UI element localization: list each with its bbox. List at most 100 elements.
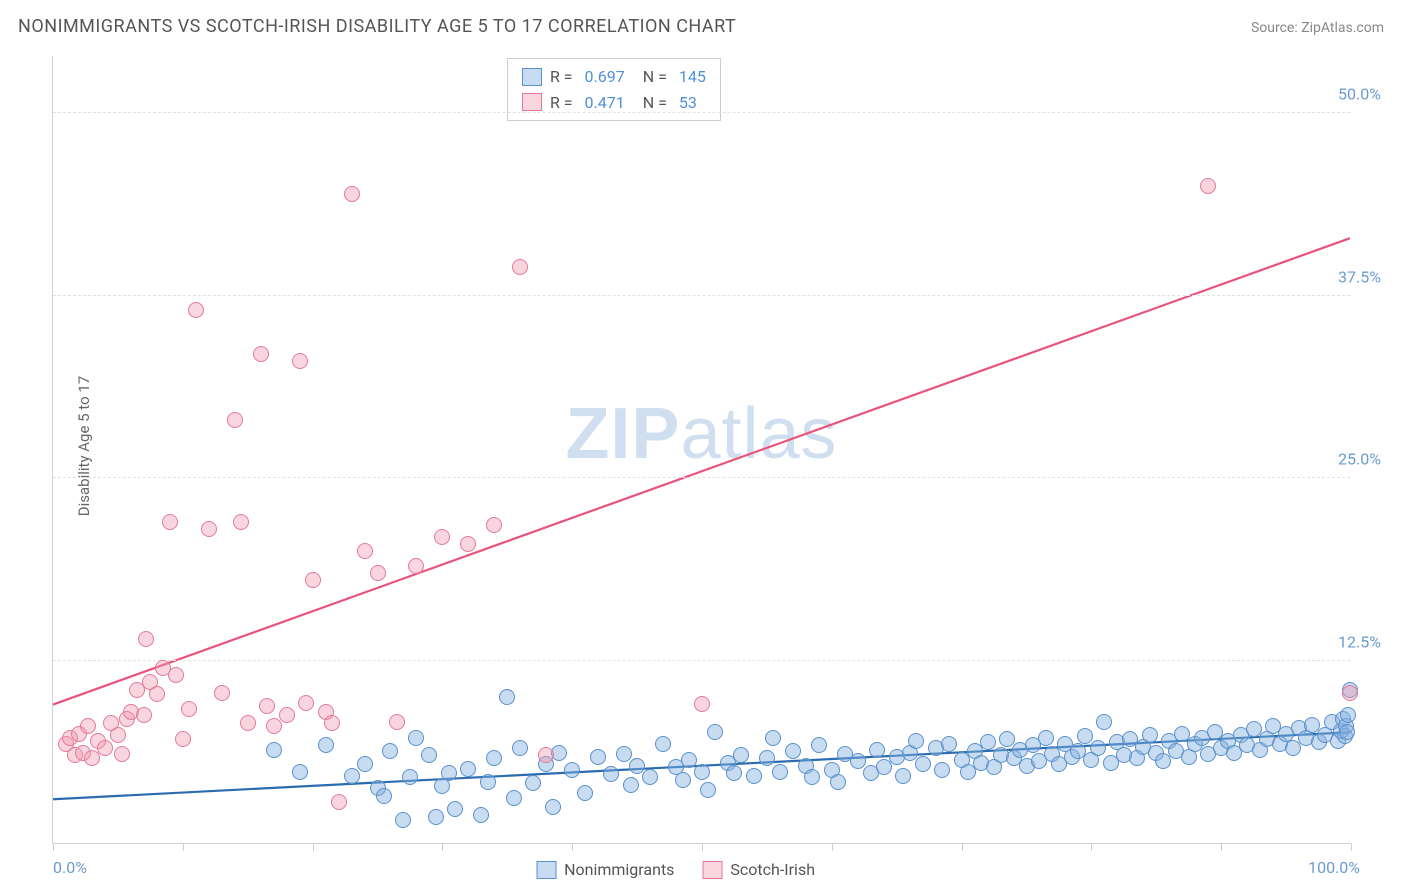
data-point: [480, 774, 496, 790]
legend-series-item: Scotch-Irish: [702, 860, 815, 879]
data-point: [441, 765, 457, 781]
data-point: [525, 775, 541, 791]
x-tick: [183, 843, 184, 851]
data-point: [460, 761, 476, 777]
data-point: [733, 747, 749, 763]
data-point: [344, 186, 360, 202]
data-point: [642, 769, 658, 785]
chart-title: NONIMMIGRANTS VS SCOTCH-IRISH DISABILITY…: [18, 16, 736, 37]
data-point: [1096, 714, 1112, 730]
data-point: [253, 346, 269, 362]
data-point: [486, 750, 502, 766]
data-point: [765, 730, 781, 746]
data-point: [97, 740, 113, 756]
y-tick-label: 37.5%: [1338, 267, 1398, 286]
x-axis-max-label: 100.0%: [1308, 858, 1360, 877]
y-tick-label: 25.0%: [1338, 450, 1398, 469]
data-point: [675, 772, 691, 788]
data-point: [318, 737, 334, 753]
data-point: [138, 631, 154, 647]
data-point: [564, 762, 580, 778]
data-point: [1038, 730, 1054, 746]
data-point: [227, 412, 243, 428]
legend-r-value: 0.471: [585, 90, 625, 116]
legend-series-label: Scotch-Irish: [730, 860, 815, 879]
data-point: [512, 740, 528, 756]
x-tick: [1351, 843, 1352, 851]
data-point: [869, 742, 885, 758]
legend-stats-row: R =0.697N =145: [522, 64, 706, 90]
data-point: [370, 565, 386, 581]
trend-line: [53, 238, 1350, 704]
data-point: [1090, 740, 1106, 756]
data-point: [759, 750, 775, 766]
legend-series-item: Nonimmigrants: [536, 860, 674, 879]
data-point: [292, 353, 308, 369]
data-point: [681, 752, 697, 768]
data-point: [259, 698, 275, 714]
y-tick-label: 12.5%: [1338, 632, 1398, 651]
legend-n-label: N =: [643, 90, 667, 116]
x-tick: [313, 843, 314, 851]
data-point: [408, 730, 424, 746]
data-point: [804, 769, 820, 785]
data-point: [506, 790, 522, 806]
data-point: [136, 707, 152, 723]
grid-line: [53, 660, 1350, 661]
data-point: [1142, 727, 1158, 743]
data-point: [623, 777, 639, 793]
x-tick: [53, 843, 54, 851]
data-point: [188, 302, 204, 318]
legend-swatch: [702, 861, 722, 879]
data-point: [941, 736, 957, 752]
data-point: [934, 762, 950, 778]
data-point: [545, 799, 561, 815]
data-point: [1077, 728, 1093, 744]
x-tick: [1221, 843, 1222, 851]
x-tick: [442, 843, 443, 851]
data-point: [707, 724, 723, 740]
legend-r-label: R =: [550, 64, 573, 90]
grid-line: [53, 295, 1350, 296]
data-point: [382, 743, 398, 759]
data-point: [408, 558, 424, 574]
legend-n-value: 145: [679, 64, 706, 90]
data-point: [895, 768, 911, 784]
data-point: [168, 667, 184, 683]
data-point: [980, 734, 996, 750]
data-point: [908, 733, 924, 749]
x-tick: [832, 843, 833, 851]
data-point: [162, 514, 178, 530]
data-point: [357, 543, 373, 559]
data-point: [512, 259, 528, 275]
data-point: [447, 801, 463, 817]
data-point: [746, 768, 762, 784]
data-point: [357, 756, 373, 772]
legend-n-value: 53: [679, 90, 697, 116]
data-point: [460, 536, 476, 552]
data-point: [181, 701, 197, 717]
legend-n-label: N =: [643, 64, 667, 90]
legend-series-label: Nonimmigrants: [564, 860, 674, 879]
data-point: [785, 743, 801, 759]
plot-area: ZIPatlas R =0.697N =145R =0.471N =53 Non…: [52, 56, 1350, 844]
data-point: [694, 764, 710, 780]
x-tick: [962, 843, 963, 851]
legend-swatch: [536, 861, 556, 879]
data-point: [1339, 724, 1355, 740]
data-point: [331, 794, 347, 810]
data-point: [110, 727, 126, 743]
data-point: [395, 812, 411, 828]
data-point: [324, 715, 340, 731]
legend-swatch: [522, 68, 542, 86]
data-point: [850, 753, 866, 769]
data-point: [830, 774, 846, 790]
data-point: [603, 766, 619, 782]
x-tick: [1091, 843, 1092, 851]
data-point: [915, 756, 931, 772]
data-point: [344, 768, 360, 784]
data-point: [201, 521, 217, 537]
data-point: [292, 764, 308, 780]
data-point: [726, 765, 742, 781]
data-point: [428, 809, 444, 825]
